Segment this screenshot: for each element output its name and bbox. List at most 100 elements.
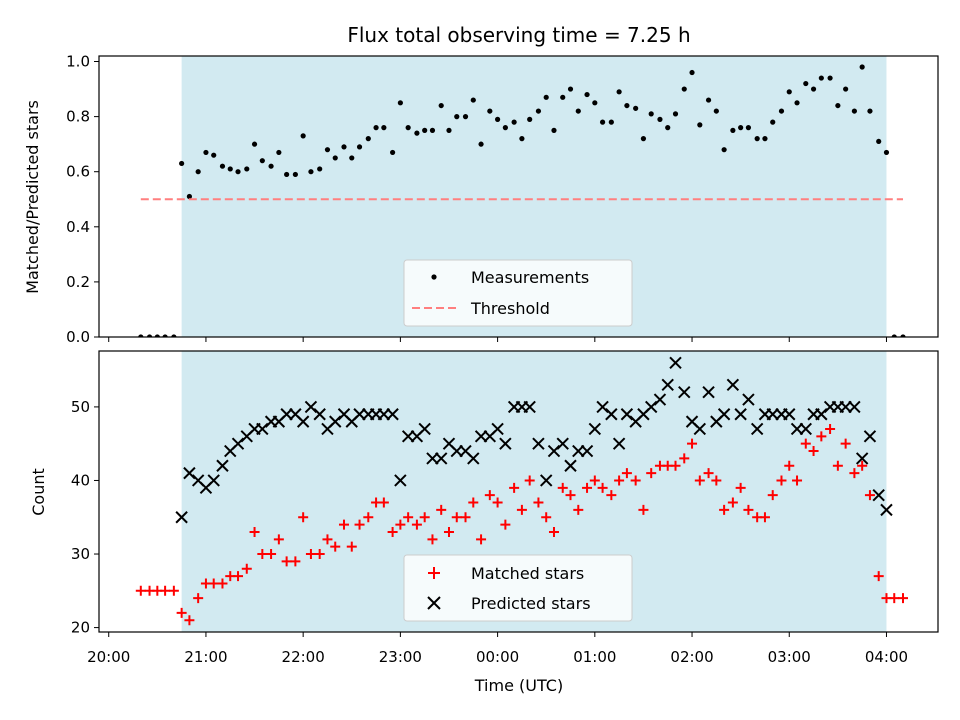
matched-stars-point: [363, 512, 374, 523]
measurement-point: [584, 91, 590, 98]
predicted-stars-point: [353, 408, 366, 421]
measurement-point: [730, 127, 736, 133]
predicted-stars-point: [855, 452, 869, 465]
measurement-point: [543, 94, 549, 100]
matched-stars-point: [160, 585, 171, 596]
measurement-point: [429, 127, 436, 133]
matched-stars-point: [168, 585, 179, 596]
matched-stars-point: [305, 549, 316, 560]
count-panel: 20 30 40 50 Count Matched stars Predicted s…: [29, 350, 939, 637]
x-tick-label: 03:00: [768, 648, 811, 666]
matched-stars-point: [840, 438, 851, 449]
measurements-legend-label: Measurements: [471, 268, 589, 287]
measurement-point: [648, 111, 654, 117]
matched-stars-point: [621, 468, 632, 479]
predicted-stars-point: [377, 408, 391, 421]
matched-stars-point: [241, 563, 252, 574]
matched-stars-point: [378, 497, 389, 508]
y-tick-label: 0.4: [66, 218, 90, 236]
predicted-stars-point: [863, 430, 877, 443]
predicted-stars-point: [207, 474, 220, 487]
measurement-point: [259, 158, 265, 164]
matched-stars-point: [427, 534, 438, 545]
measurement-point: [762, 136, 768, 142]
measurement-point: [494, 116, 501, 122]
measurement-point: [373, 125, 379, 131]
measurement-point: [146, 334, 153, 337]
matched-stars-point: [266, 549, 277, 560]
matched-stars-point: [193, 593, 204, 604]
measurement-point: [171, 334, 177, 337]
measurement-point: [365, 136, 371, 142]
predicted-stars-point: [523, 400, 536, 414]
measurement-point: [422, 127, 428, 133]
y-tick-label: 1.0: [66, 53, 90, 71]
predicted-stars-point: [717, 408, 731, 421]
matched-stars-point: [606, 490, 617, 501]
measurement-point: [276, 149, 282, 156]
x-tick-label: 21:00: [184, 648, 227, 666]
matched-stars-point: [679, 453, 690, 464]
predicted-stars-point: [872, 488, 885, 502]
matched-stars-point: [411, 519, 422, 530]
matched-stars-point: [249, 526, 260, 537]
measurement-point: [284, 171, 290, 178]
ratio-legend-box: [403, 259, 633, 327]
count-legend-box: [403, 554, 633, 622]
matched-stars-point: [873, 571, 884, 582]
predicted-stars-point: [742, 393, 755, 406]
predicted-stars-point: [296, 415, 310, 428]
predicted-stars-point: [474, 430, 488, 443]
predicted-stars-point: [702, 385, 715, 399]
measurement-point: [794, 100, 800, 106]
measurement-point: [470, 97, 476, 103]
measurement-point: [300, 133, 306, 139]
predicted-stars-point: [669, 356, 682, 369]
predicted-stars-point: [386, 408, 399, 421]
measurement-point: [502, 125, 508, 131]
measurement-point: [324, 147, 331, 153]
predicted-legend-label: Predicted stars: [471, 594, 591, 613]
measurement-point: [381, 125, 387, 131]
measurement-point: [446, 127, 452, 133]
measurement-point: [592, 100, 598, 106]
measurement-point: [235, 169, 241, 175]
y-tick-label: 50: [71, 398, 90, 416]
matched-stars-point: [864, 490, 875, 501]
measurement-point: [308, 169, 314, 175]
predicted-stars-point: [588, 422, 602, 436]
matched-stars-point: [767, 490, 778, 501]
ratio-panel-marks: [138, 64, 906, 337]
measurement-point: [883, 149, 890, 156]
measurement-point: [567, 86, 574, 92]
measurement-point: [203, 149, 209, 156]
predicted-stars-point: [564, 459, 577, 472]
measurement-point: [851, 108, 857, 114]
matched-stars-point: [273, 534, 284, 545]
predicted-stars-point: [539, 474, 553, 487]
matched-stars-point: [460, 512, 471, 523]
measurement-point: [356, 144, 363, 150]
measurement-point: [179, 160, 185, 167]
measurement-point: [511, 119, 517, 125]
measurement-point: [154, 334, 160, 337]
measurement-point: [527, 116, 533, 122]
matched-stars-point: [492, 497, 503, 508]
predicted-stars-point: [580, 444, 594, 458]
count-panel-marks: [135, 356, 909, 626]
matched-stars-point: [509, 482, 520, 493]
measurement-point: [721, 147, 727, 153]
measurement-point: [211, 152, 217, 158]
predicted-stars-point: [848, 400, 861, 414]
measurement-point: [640, 136, 647, 142]
measurement-point: [665, 125, 671, 131]
predicted-stars-point: [799, 422, 812, 436]
matched-stars-point: [314, 549, 325, 560]
matched-stars-point: [451, 512, 462, 523]
predicted-stars-point: [661, 378, 674, 392]
matched-stars-point: [800, 438, 811, 449]
predicted-stars-point: [418, 422, 431, 436]
matched-stars-point: [670, 460, 681, 471]
matched-stars-point: [557, 482, 568, 493]
count-panel-ticks: 20 30 40 50: [71, 398, 887, 637]
